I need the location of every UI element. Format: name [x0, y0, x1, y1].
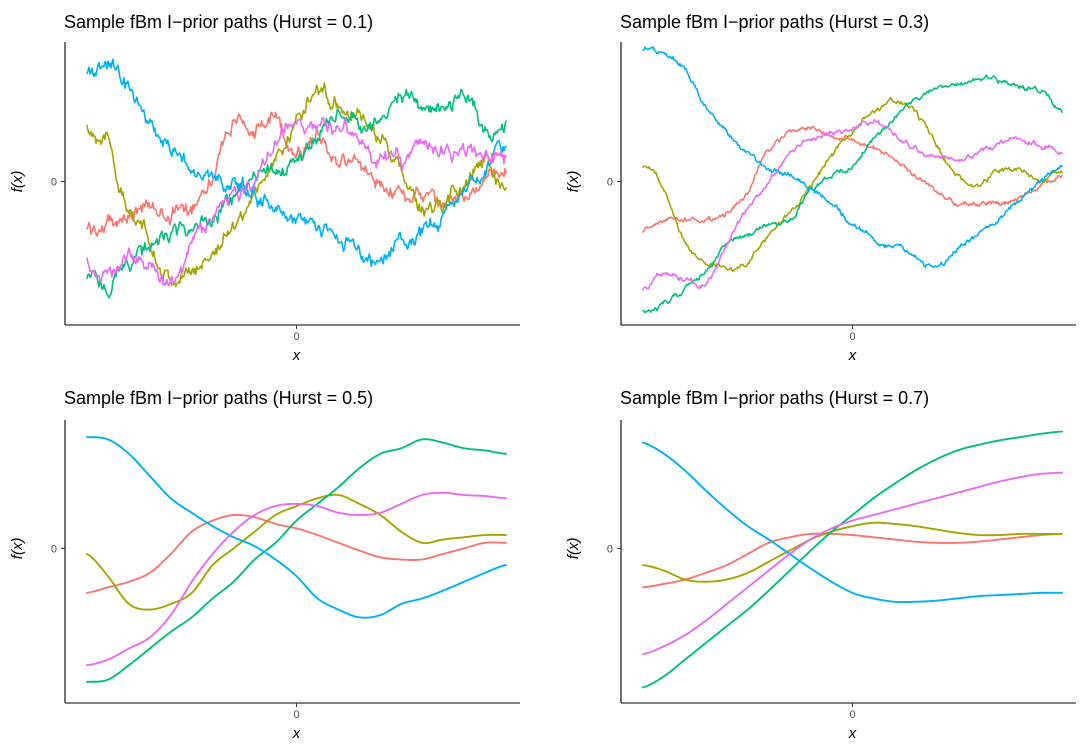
x-axis-label: x: [292, 347, 301, 364]
x-axis-label: x: [292, 725, 301, 742]
series-line-red: [86, 513, 507, 594]
panel-title: Sample fBm I−prior paths (Hurst = 0.7): [620, 388, 929, 408]
series-line-olive: [86, 493, 507, 611]
series-line-green: [642, 74, 1063, 314]
series-line-magenta: [86, 116, 507, 287]
series-line-magenta: [86, 491, 507, 667]
series-line-olive: [86, 82, 507, 288]
x-tick-label: 0: [293, 709, 299, 721]
x-axis-label: x: [848, 725, 857, 742]
series-line-red: [642, 532, 1063, 589]
series-line-magenta: [642, 118, 1063, 291]
y-axis-label: f(x): [9, 171, 26, 193]
panel-title: Sample fBm I−prior paths (Hurst = 0.1): [64, 12, 373, 32]
series-line-blue: [642, 45, 1063, 269]
x-tick-label: 0: [849, 709, 855, 721]
panel-2: Sample fBm I−prior paths (Hurst = 0.3) 0 0…: [565, 12, 1076, 364]
series-line-green: [86, 438, 507, 683]
y-tick-label: 0: [607, 177, 613, 189]
y-axis-label: f(x): [9, 538, 26, 560]
series-line-olive: [642, 521, 1063, 583]
series-line-blue: [86, 58, 507, 268]
y-axis-label: f(x): [565, 538, 582, 560]
series-line-green: [642, 430, 1063, 689]
y-tick-label: 0: [51, 543, 57, 555]
series-line-magenta: [642, 471, 1063, 656]
panel-1: Sample fBm I−prior paths (Hurst = 0.1) 0 0…: [9, 12, 520, 364]
panel-title: Sample fBm I−prior paths (Hurst = 0.3): [620, 12, 929, 32]
x-tick-label: 0: [849, 331, 855, 343]
panel-title: Sample fBm I−prior paths (Hurst = 0.5): [64, 388, 373, 408]
series-line-red: [642, 125, 1063, 233]
series-line-red: [86, 111, 507, 237]
series-line-olive: [642, 96, 1063, 272]
series-line-blue: [642, 441, 1063, 604]
y-tick-label: 0: [607, 543, 613, 555]
y-tick-label: 0: [51, 177, 57, 189]
panel-3: Sample fBm I−prior paths (Hurst = 0.5) 0 0…: [9, 388, 520, 742]
panel-4: Sample fBm I−prior paths (Hurst = 0.7) 0 0…: [565, 388, 1076, 742]
y-axis-label: f(x): [565, 171, 582, 193]
x-tick-label: 0: [293, 331, 299, 343]
series-line-green: [86, 88, 507, 299]
series-line-blue: [86, 436, 507, 619]
x-axis-label: x: [848, 347, 857, 364]
